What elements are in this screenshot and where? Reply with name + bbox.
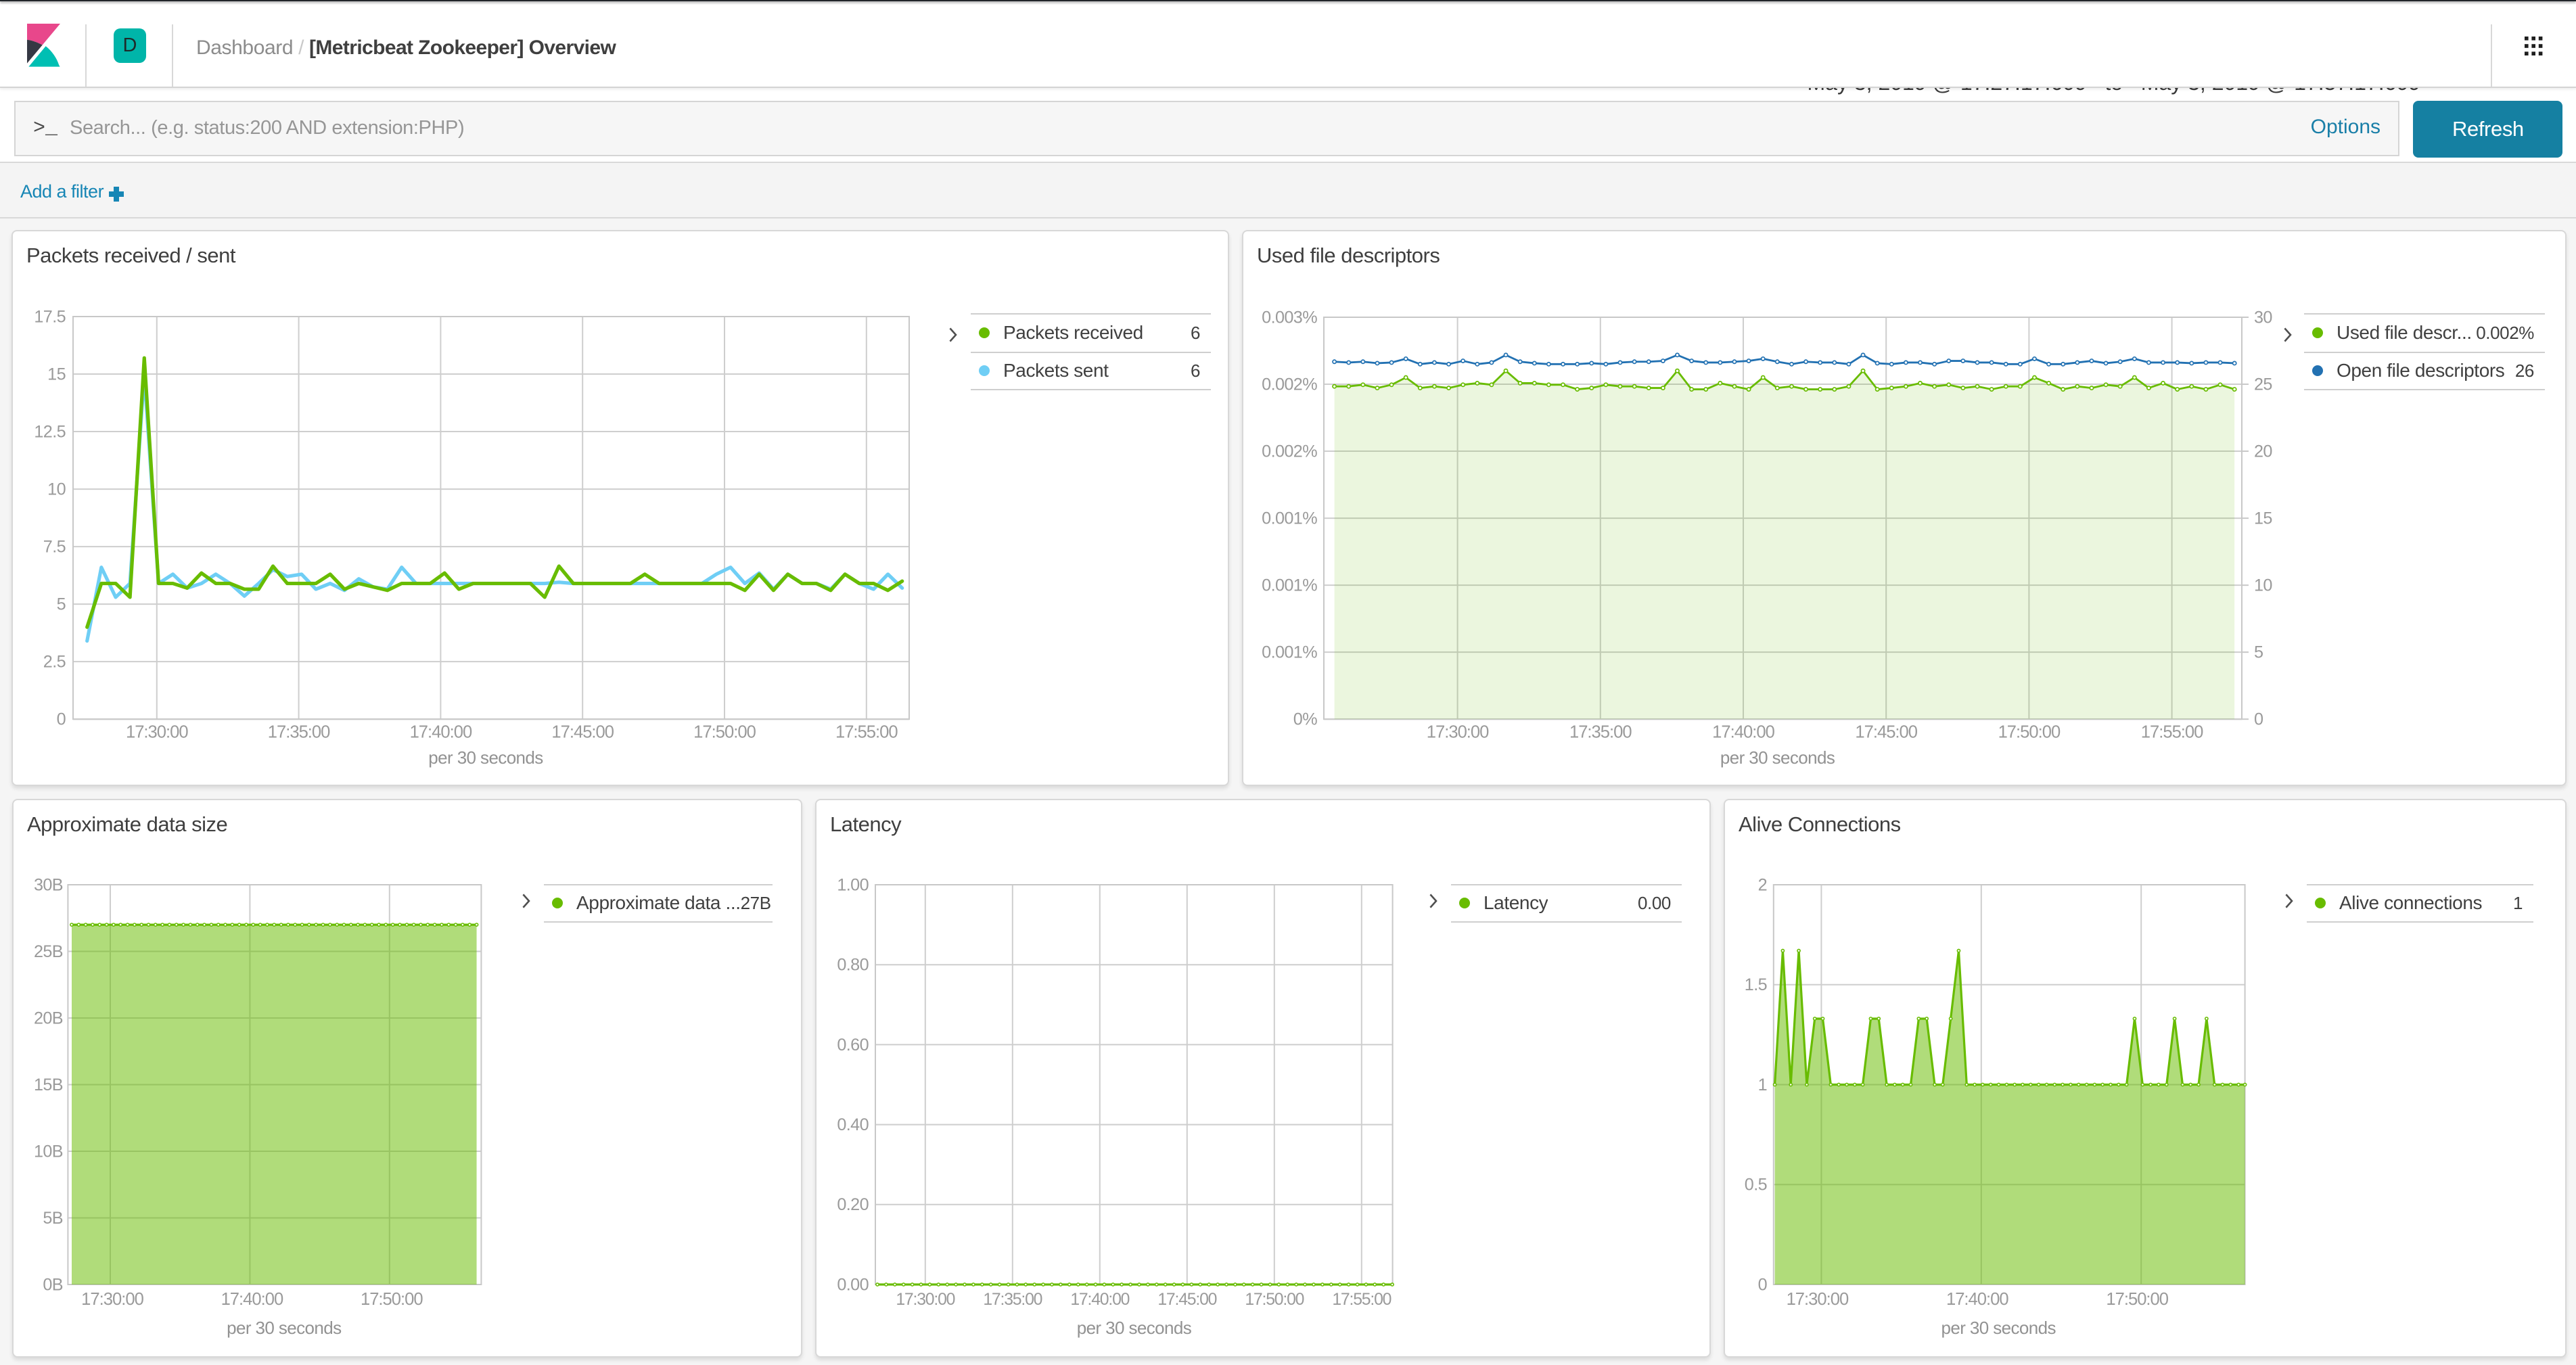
svg-text:17:45:00: 17:45:00: [551, 722, 614, 741]
svg-text:17:50:00: 17:50:00: [2106, 1290, 2168, 1309]
svg-text:17:50:00: 17:50:00: [361, 1290, 423, 1309]
svg-text:1.5: 1.5: [1745, 975, 1767, 994]
svg-text:0.5: 0.5: [1745, 1176, 1767, 1195]
svg-text:25B: 25B: [34, 942, 63, 961]
svg-text:10B: 10B: [34, 1142, 63, 1161]
svg-text:15: 15: [2254, 509, 2272, 528]
svg-text:17:30:00: 17:30:00: [126, 722, 188, 741]
svg-text:17:35:00: 17:35:00: [1569, 722, 1632, 741]
svg-text:15: 15: [47, 365, 66, 384]
svg-text:0.40: 0.40: [837, 1115, 869, 1134]
svg-text:17:40:00: 17:40:00: [221, 1290, 283, 1309]
svg-text:17:30:00: 17:30:00: [81, 1290, 143, 1309]
svg-text:0.00: 0.00: [837, 1275, 869, 1294]
svg-text:0: 0: [2254, 710, 2263, 729]
svg-text:5: 5: [57, 595, 66, 614]
svg-text:17:45:00: 17:45:00: [1157, 1291, 1216, 1309]
svg-text:17:35:00: 17:35:00: [268, 722, 330, 741]
svg-text:per 30 seconds: per 30 seconds: [1077, 1318, 1192, 1338]
svg-text:2.5: 2.5: [43, 653, 66, 672]
svg-text:2: 2: [1758, 875, 1767, 894]
svg-text:7.5: 7.5: [43, 538, 66, 557]
svg-text:1.00: 1.00: [837, 875, 869, 894]
svg-text:10: 10: [47, 480, 66, 499]
svg-text:17:50:00: 17:50:00: [1998, 722, 2061, 741]
svg-text:17:30:00: 17:30:00: [1427, 722, 1489, 741]
svg-text:5: 5: [2254, 643, 2263, 662]
svg-text:per 30 seconds: per 30 seconds: [227, 1318, 342, 1338]
svg-text:12.5: 12.5: [34, 422, 66, 441]
svg-text:17:50:00: 17:50:00: [1245, 1291, 1304, 1309]
svg-text:17:55:00: 17:55:00: [835, 722, 898, 741]
svg-text:5B: 5B: [43, 1209, 63, 1228]
svg-text:17.5: 17.5: [34, 307, 66, 326]
svg-text:20B: 20B: [34, 1009, 63, 1027]
svg-text:0: 0: [1758, 1275, 1768, 1294]
svg-text:17:30:00: 17:30:00: [1787, 1290, 1849, 1309]
svg-text:1: 1: [1758, 1075, 1767, 1094]
svg-text:0: 0: [57, 710, 66, 729]
svg-text:15B: 15B: [34, 1075, 63, 1094]
svg-text:0.001%: 0.001%: [1262, 576, 1317, 595]
svg-text:0.003%: 0.003%: [1262, 308, 1317, 327]
svg-text:17:50:00: 17:50:00: [693, 722, 756, 741]
svg-text:17:55:00: 17:55:00: [2141, 722, 2203, 741]
svg-text:17:35:00: 17:35:00: [983, 1291, 1042, 1309]
svg-text:17:30:00: 17:30:00: [896, 1291, 954, 1309]
svg-text:30B: 30B: [34, 875, 63, 894]
svg-text:per 30 seconds: per 30 seconds: [1941, 1318, 2056, 1338]
svg-text:17:40:00: 17:40:00: [1070, 1291, 1129, 1309]
svg-text:per 30 seconds: per 30 seconds: [1720, 747, 1835, 768]
svg-text:0.002%: 0.002%: [1262, 375, 1317, 394]
svg-text:per 30 seconds: per 30 seconds: [428, 747, 543, 768]
svg-text:0%: 0%: [1293, 710, 1317, 729]
svg-text:0.002%: 0.002%: [1262, 442, 1317, 461]
svg-text:17:55:00: 17:55:00: [1332, 1291, 1391, 1309]
svg-text:0.20: 0.20: [837, 1195, 869, 1214]
svg-text:17:45:00: 17:45:00: [1855, 722, 1917, 741]
svg-text:0.001%: 0.001%: [1262, 509, 1317, 528]
svg-text:0.80: 0.80: [837, 956, 869, 975]
svg-text:20: 20: [2254, 442, 2272, 461]
svg-text:17:40:00: 17:40:00: [410, 722, 472, 741]
svg-text:17:40:00: 17:40:00: [1946, 1290, 2008, 1309]
svg-text:10: 10: [2254, 576, 2272, 595]
svg-text:17:40:00: 17:40:00: [1712, 722, 1774, 741]
svg-text:0.60: 0.60: [837, 1036, 869, 1055]
svg-text:0B: 0B: [43, 1275, 63, 1294]
svg-text:25: 25: [2254, 375, 2272, 394]
svg-text:0.001%: 0.001%: [1262, 643, 1317, 662]
svg-text:30: 30: [2254, 308, 2272, 327]
